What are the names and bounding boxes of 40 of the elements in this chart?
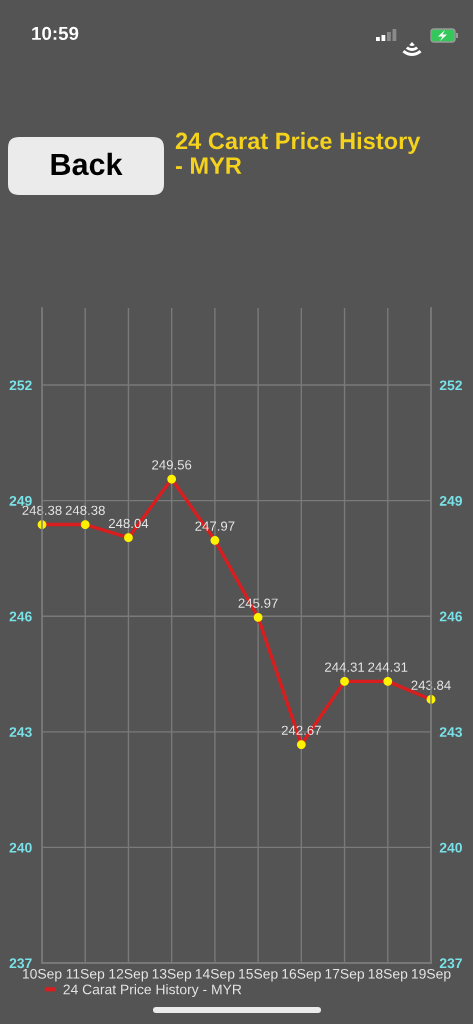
text: 10:59 xyxy=(32,26,79,41)
x-tick-label: 18Sep xyxy=(368,968,408,982)
chart-title: 24 Carat Price History - MYR xyxy=(175,132,421,174)
x-tick-label: 16Sep xyxy=(282,968,321,982)
point xyxy=(253,613,263,622)
y2-tick-label: 243 xyxy=(439,727,462,738)
y2-tick-label: 240 xyxy=(439,842,462,853)
y2-tick-label: 249 xyxy=(439,495,462,506)
text: Back xyxy=(51,152,123,176)
y-tick-label: 240 xyxy=(9,842,32,853)
y2-tick-label: 252 xyxy=(439,380,462,391)
x-tick-label: 14Sep xyxy=(195,968,235,982)
data-label: 244.31 xyxy=(325,662,365,672)
data-label: 248.38 xyxy=(65,505,105,515)
y2-tick-label: 237 xyxy=(439,958,462,969)
legend-label: 24 Carat Price History - MYR xyxy=(63,984,242,998)
x-tick-label: 12Sep xyxy=(109,968,148,982)
data-label: 249.56 xyxy=(152,460,192,470)
y-tick-label: 252 xyxy=(9,380,32,391)
x-tick-label: 17Sep xyxy=(325,968,365,982)
point xyxy=(80,520,90,529)
data-label: 244.31 xyxy=(368,662,408,672)
point xyxy=(167,474,177,484)
x-tick-label: 10Sep xyxy=(22,968,62,982)
y2-tick-label: 246 xyxy=(439,611,462,622)
x-tick-label: 11Sep xyxy=(66,968,105,982)
y-tick-label: 237 xyxy=(9,958,32,969)
y-tick-label: 249 xyxy=(9,495,32,506)
x-tick-label: 15Sep xyxy=(239,968,278,982)
data-label: 248.38 xyxy=(22,505,62,515)
point xyxy=(296,740,306,749)
point xyxy=(383,676,393,686)
data-label: 243.84 xyxy=(411,680,451,690)
x-tick-label: 13Sep xyxy=(152,968,192,982)
point xyxy=(210,535,220,545)
y-tick-label: 243 xyxy=(9,727,32,738)
y-tick-label: 246 xyxy=(9,611,32,622)
x-tick-label: 19Sep xyxy=(411,968,451,982)
point xyxy=(124,533,133,543)
point xyxy=(340,676,349,686)
